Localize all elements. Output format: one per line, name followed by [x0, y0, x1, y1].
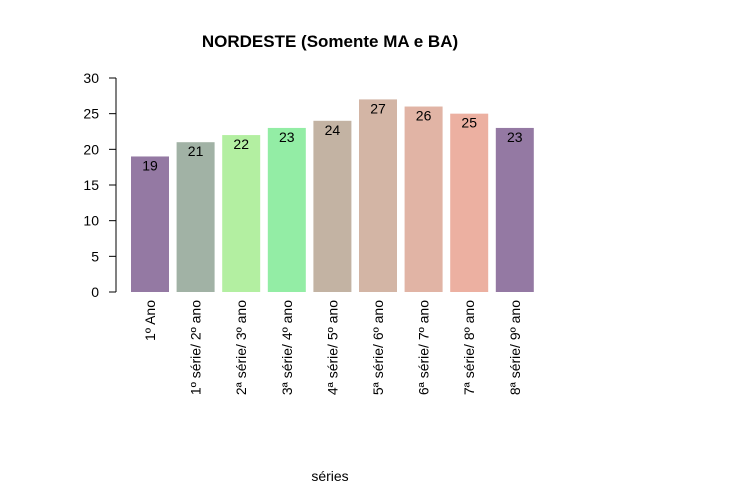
x-axis-labels: 1º Ano 1º série/ 2º ano 2ª série/ 3º ano 3ª… [142, 300, 523, 395]
x-axis-title: séries [311, 468, 348, 484]
category-label: 7ª série/ 8º ano [461, 300, 477, 395]
category-label: 5ª série/ 6º ano [370, 300, 386, 395]
data-label: 19 [142, 157, 158, 173]
bar [450, 113, 489, 293]
data-label: 27 [370, 100, 386, 116]
chart-title: NORDESTE (Somente MA e BA) [202, 32, 458, 51]
data-label: 25 [461, 115, 477, 131]
bar [176, 142, 215, 292]
y-axis: 0 5 10 15 20 25 30 [83, 70, 117, 300]
bar [313, 120, 352, 292]
bar [495, 127, 534, 292]
data-label: 21 [188, 143, 204, 159]
bar [222, 135, 261, 292]
category-label: 8ª série/ 9º ano [507, 300, 523, 395]
y-tick-label: 0 [91, 284, 99, 300]
y-tick-label: 5 [91, 248, 99, 264]
bar [131, 156, 169, 292]
data-label: 22 [233, 136, 249, 152]
data-label: 23 [507, 129, 523, 145]
bar [404, 106, 443, 293]
category-label: 1º série/ 2º ano [188, 300, 204, 395]
y-tick-label: 25 [83, 106, 99, 122]
y-tick-label: 20 [83, 141, 99, 157]
data-label: 23 [279, 129, 295, 145]
data-label: 26 [416, 108, 432, 124]
y-tick-label: 30 [83, 70, 99, 86]
data-labels: 19 21 22 23 24 27 26 25 23 [142, 100, 523, 173]
data-label: 24 [325, 122, 341, 138]
category-label: 1º Ano [142, 300, 158, 341]
category-label: 6ª série/ 7º ano [416, 300, 432, 395]
y-tick-label: 10 [83, 213, 99, 229]
y-tick-label: 15 [83, 177, 99, 193]
bar [267, 127, 306, 292]
bars [131, 99, 534, 293]
category-label: 3ª série/ 4º ano [279, 300, 295, 395]
bar [359, 99, 397, 293]
category-label: 2ª série/ 3º ano [233, 300, 249, 395]
category-label: 4ª série/ 5º ano [324, 300, 340, 395]
